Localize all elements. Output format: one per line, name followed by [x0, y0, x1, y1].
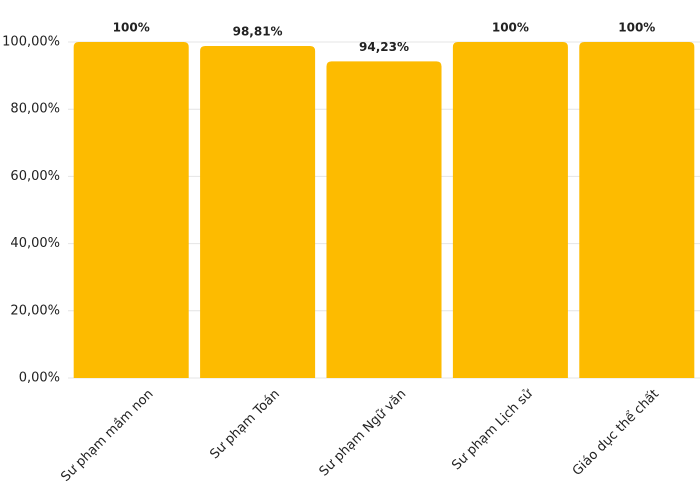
y-tick-label: 80,00%	[10, 102, 60, 117]
value-label: 100%	[492, 21, 529, 35]
y-tick-label: 0,00%	[19, 371, 60, 386]
value-label: 94,23%	[359, 40, 409, 54]
x-tick-label: Sư phạm Toán	[207, 387, 283, 463]
bar	[579, 42, 695, 378]
x-tick-label: Sư phạm Ngữ văn	[317, 387, 410, 480]
value-label: 100%	[618, 21, 655, 35]
bar	[326, 61, 442, 378]
bar	[452, 42, 568, 378]
bar	[73, 42, 189, 378]
y-tick-label: 40,00%	[10, 236, 60, 251]
y-tick-label: 20,00%	[10, 303, 60, 318]
y-tick-label: 60,00%	[10, 169, 60, 184]
value-label: 100%	[113, 21, 150, 35]
value-label: 98,81%	[233, 24, 283, 38]
x-tick-label: Giáo dục thể chất	[570, 387, 662, 479]
y-tick-label: 100,00%	[2, 35, 60, 50]
x-tick-label: Sư phạm mầm non	[58, 387, 156, 485]
x-tick-label: Sư phạm Lịch sử	[449, 386, 536, 473]
bar	[200, 45, 316, 378]
